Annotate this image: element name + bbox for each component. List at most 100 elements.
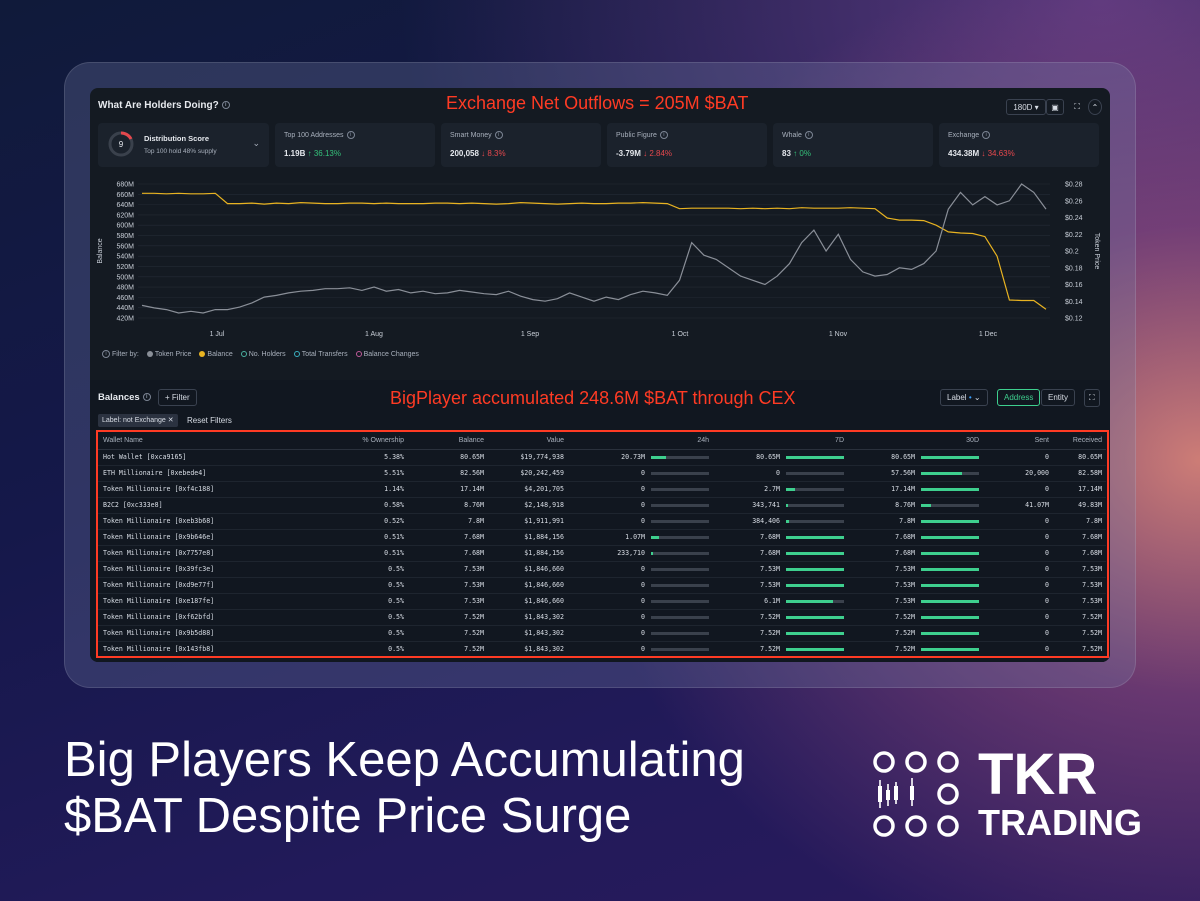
change-bar <box>786 487 844 491</box>
legend-total-transfers[interactable]: Total Transfers <box>293 351 348 358</box>
col-header[interactable]: Wallet Name <box>98 433 308 450</box>
change-bar <box>921 471 979 475</box>
change-bar <box>921 487 979 491</box>
legend-filter-label: i Filter by: <box>102 350 139 358</box>
legend-no-holders[interactable]: No. Holders <box>240 351 286 358</box>
label-select[interactable]: Label • ⌄ <box>940 389 988 406</box>
table-cell[interactable]: ETH Millionaire [0xebede4] <box>98 465 308 482</box>
change-bar <box>651 471 709 475</box>
table-cell: 7.52M <box>848 609 983 626</box>
col-header[interactable]: 24h <box>568 433 713 450</box>
card-whale[interactable]: Whale i 83 ↑ 0% <box>773 123 933 167</box>
table-cell[interactable]: B2C2 [0xc333e8] <box>98 497 308 514</box>
card-distribution-score[interactable]: 9 Distribution Score Top 100 hold 48% su… <box>98 123 269 167</box>
table-cell: $4,201,705 <box>488 481 568 498</box>
chart-legend: i Filter by: Token Price Balance No. Hold… <box>102 350 419 358</box>
card-public-figure[interactable]: Public Figure i -3.79M ↓ 2.84% <box>607 123 767 167</box>
table-cell: $20,242,459 <box>488 465 568 482</box>
table-row[interactable]: Hot Wallet [0xca9165] 5.38% 80.65M $19,774,… <box>98 449 1106 466</box>
table-cell: 82.56M <box>408 465 488 482</box>
table-row[interactable]: Token Millionaire [0x9b5d88] 0.5% 7.52M $1,… <box>98 625 1106 642</box>
chevron-down-icon[interactable]: ⌄ <box>252 138 260 148</box>
filter-chip[interactable]: Label: not Exchange ✕ <box>98 414 178 427</box>
table-cell: 0.51% <box>308 545 408 562</box>
table-cell[interactable]: Token Millionaire [0x9b5d88] <box>98 625 308 642</box>
table-cell: 20,000 <box>983 465 1053 482</box>
holders-chart[interactable]: 680M 660M 640M 620M 600M 580M 560M 540M 520M 500M… <box>90 176 1110 366</box>
table-cell[interactable]: Token Millionaire [0x39fc3e] <box>98 561 308 578</box>
collapse-icon[interactable]: ⌃ <box>1088 99 1102 115</box>
score-value: 9 <box>119 140 124 149</box>
table-row[interactable]: Token Millionaire [0xf4c188] 1.14% 17.14M $… <box>98 481 1106 498</box>
table-cell: $19,774,938 <box>488 449 568 466</box>
table-cell: 8.76M <box>848 497 983 514</box>
card-exchange[interactable]: Exchange i 434.38M ↓ 34.63% <box>939 123 1099 167</box>
table-cell: 0 <box>983 625 1053 642</box>
y-tick-label: 420M <box>116 316 134 323</box>
toggle-address[interactable]: Address <box>997 389 1041 406</box>
table-row[interactable]: Token Millionaire [0x143fb8] 0.5% 7.52M $1,… <box>98 641 1106 658</box>
table-row[interactable]: B2C2 [0xc333e8] 0.58% 8.76M $2,148,918 0 343,… <box>98 497 1106 514</box>
y-axis-label: Balance <box>97 238 104 263</box>
change-bar <box>651 519 709 523</box>
table-cell: 0 <box>983 449 1053 466</box>
change-bar <box>921 455 979 459</box>
col-header[interactable]: Balance <box>408 433 488 450</box>
x-tick-label: 1 Aug <box>365 331 383 338</box>
col-header[interactable]: % Ownership <box>308 433 408 450</box>
table-cell[interactable]: Hot Wallet [0xca9165] <box>98 449 308 466</box>
balances-table: Wallet Name% Ownership Balance Value 24h 7D 3… <box>98 433 1106 658</box>
reset-filters-button[interactable]: Reset Filters <box>187 416 232 425</box>
table-cell: 7.68M <box>713 545 848 562</box>
table-cell: 0 <box>568 497 713 514</box>
y2-tick-label: $0.28 <box>1065 182 1083 189</box>
table-cell: 7.68M <box>1053 529 1106 546</box>
card-value: 200,058 ↓ 8.3% <box>450 149 506 158</box>
info-icon[interactable]: i <box>221 101 230 110</box>
table-cell: 0 <box>983 561 1053 578</box>
expand-icon[interactable]: ⛶ <box>1084 389 1100 407</box>
table-cell[interactable]: Token Millionaire [0xf4c188] <box>98 481 308 498</box>
legend-balance[interactable]: Balance <box>199 351 233 358</box>
table-row[interactable]: ETH Millionaire [0xebede4] 5.51% 82.56M $20… <box>98 465 1106 482</box>
table-cell[interactable]: Token Millionaire [0x7757e8] <box>98 545 308 562</box>
table-row[interactable]: Token Millionaire [0xeb3b68] 0.52% 7.8M $1,… <box>98 513 1106 530</box>
col-header[interactable]: 7D <box>713 433 848 450</box>
y-tick-label: 520M <box>116 264 134 271</box>
table-cell[interactable]: Token Millionaire [0xd9e77f] <box>98 577 308 594</box>
col-header[interactable]: Value <box>488 433 568 450</box>
timeframe-select[interactable]: 180D ▾ <box>1006 99 1046 115</box>
expand-icon[interactable]: ⛶ <box>1074 102 1080 111</box>
headline-line2: $BAT Despite Price Surge <box>64 789 632 843</box>
table-row[interactable]: Token Millionaire [0xd9e77f] 0.5% 7.53M $1,… <box>98 577 1106 594</box>
table-row[interactable]: Token Millionaire [0xf62bfd] 0.5% 7.52M $1,… <box>98 609 1106 626</box>
card-change: ↑ 36.13% <box>307 149 341 158</box>
table-cell: 17.14M <box>408 481 488 498</box>
calendar-icon[interactable]: ▣ <box>1046 99 1064 115</box>
col-header[interactable]: Received <box>1053 433 1106 450</box>
table-row[interactable]: Token Millionaire [0xe187fe] 0.5% 7.53M $1,… <box>98 593 1106 610</box>
table-cell[interactable]: Token Millionaire [0x9b646e] <box>98 529 308 546</box>
card-smart-money[interactable]: Smart Money i 200,058 ↓ 8.3% <box>441 123 601 167</box>
add-filter-button[interactable]: + Filter <box>158 389 197 406</box>
card-top-100-addresses[interactable]: Top 100 Addresses i 1.19B ↑ 36.13% <box>275 123 435 167</box>
col-header[interactable]: Sent <box>983 433 1053 450</box>
table-cell: 7.68M <box>408 529 488 546</box>
card-change: ↓ 34.63% <box>981 149 1015 158</box>
y-tick-label: 580M <box>116 233 134 240</box>
table-row[interactable]: Token Millionaire [0x9b646e] 0.51% 7.68M $1… <box>98 529 1106 546</box>
legend-token-price[interactable]: Token Price <box>146 351 191 358</box>
table-row[interactable]: Token Millionaire [0x39fc3e] 0.5% 7.53M $1,… <box>98 561 1106 578</box>
change-bar <box>786 599 844 603</box>
table-cell[interactable]: Token Millionaire [0xeb3b68] <box>98 513 308 530</box>
legend-balance-changes[interactable]: Balance Changes <box>355 351 419 358</box>
table-cell[interactable]: Token Millionaire [0xf62bfd] <box>98 609 308 626</box>
card-sub: Top 100 hold 48% supply <box>144 148 217 155</box>
table-cell: 17.14M <box>848 481 983 498</box>
toggle-entity[interactable]: Entity <box>1041 389 1076 406</box>
table-cell[interactable]: Token Millionaire [0xe187fe] <box>98 593 308 610</box>
table-row[interactable]: Token Millionaire [0x7757e8] 0.51% 7.68M $1… <box>98 545 1106 562</box>
col-header[interactable]: 30D <box>848 433 983 450</box>
change-bar <box>921 503 979 507</box>
table-cell: 0 <box>568 593 713 610</box>
